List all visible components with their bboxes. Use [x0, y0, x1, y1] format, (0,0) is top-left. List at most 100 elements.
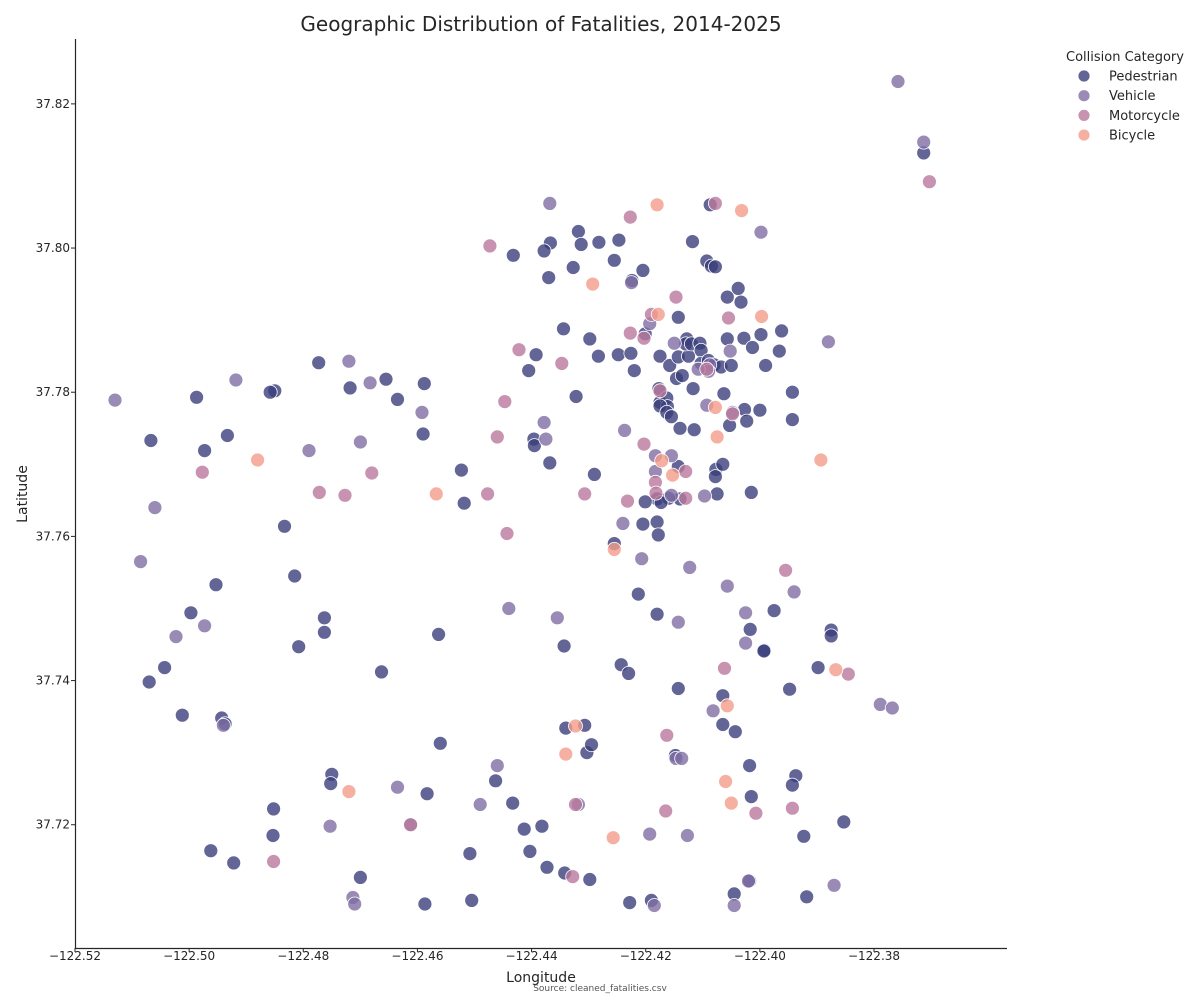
- pedestrian-point: [316, 610, 332, 626]
- vehicle-point: [147, 500, 163, 516]
- pedestrian-point: [635, 516, 651, 532]
- vehicle-point: [786, 584, 802, 600]
- y-tick-label: 37.74: [36, 674, 70, 688]
- x-tick-label: −122.50: [163, 949, 215, 963]
- pedestrian-point: [681, 348, 696, 364]
- bicycle-point: [734, 203, 749, 219]
- vehicle-point: [738, 635, 753, 651]
- pedestrian-point: [311, 355, 327, 371]
- vehicle-point: [646, 898, 662, 913]
- motorcycle-point: [708, 195, 723, 211]
- pedestrian-point: [456, 495, 472, 511]
- vehicle-point: [738, 605, 753, 621]
- y-tick-label: 37.72: [36, 818, 70, 832]
- vehicle-point: [536, 415, 552, 430]
- vehicle-point: [501, 601, 517, 616]
- vehicle-point: [682, 560, 698, 575]
- pedestrian-point: [649, 606, 665, 622]
- bicycle-point: [828, 662, 844, 678]
- motorcycle-point: [636, 330, 652, 346]
- motorcycle-point: [721, 310, 736, 326]
- pedestrian-point: [611, 232, 627, 248]
- pedestrian-point: [743, 484, 759, 500]
- bicycle-point: [813, 452, 829, 468]
- pedestrian-point: [621, 666, 636, 681]
- vehicle-point: [549, 610, 565, 626]
- pedestrian-point: [316, 624, 332, 640]
- points-layer: [107, 74, 937, 913]
- x-tick-label: −122.48: [277, 949, 329, 963]
- pedestrian-point: [528, 347, 544, 363]
- vehicle-point: [916, 134, 932, 150]
- legend: Collision Category Pedestrian Vehicle Moto…: [1066, 50, 1184, 144]
- vehicle-point: [821, 334, 836, 350]
- legend-marker-pedestrian: [1077, 69, 1091, 83]
- vehicle-point: [414, 404, 430, 420]
- pedestrian-point: [183, 605, 199, 621]
- pedestrian-point: [556, 321, 571, 337]
- vehicle-point: [670, 614, 686, 630]
- pedestrian-point: [650, 527, 666, 543]
- legend-label-motorcycle: Motorcycle: [1109, 109, 1180, 124]
- vehicle-point: [753, 224, 769, 240]
- legend-marker-motorcycle: [1077, 109, 1091, 122]
- x-tick-label: −122.40: [734, 949, 786, 963]
- pedestrian-point: [727, 724, 743, 740]
- pedestrian-point: [635, 262, 651, 278]
- pedestrian-point: [685, 381, 701, 397]
- motorcycle-point: [499, 526, 515, 541]
- motorcycle-point: [620, 493, 635, 509]
- pedestrian-point: [415, 426, 431, 442]
- pedestrian-point: [277, 518, 292, 534]
- pedestrian-point: [730, 280, 746, 296]
- pedestrian-point: [708, 259, 723, 275]
- legend-items: Pedestrian Vehicle Motorcycle Bicycle: [1077, 69, 1180, 144]
- bicycle-point: [428, 486, 444, 502]
- motorcycle-point: [652, 383, 668, 399]
- pedestrian-point: [672, 420, 688, 436]
- pedestrian-point: [685, 234, 700, 250]
- pedestrian-point: [587, 466, 602, 482]
- pedestrian-point: [431, 627, 447, 642]
- axes-layer: [74, 39, 1007, 950]
- pedestrian-point: [536, 243, 552, 259]
- pedestrian-point: [652, 348, 668, 364]
- pedestrian-point: [374, 664, 389, 680]
- pedestrian-point: [287, 568, 303, 584]
- motorcycle-point: [717, 660, 732, 676]
- pedestrian-point: [739, 413, 755, 429]
- vehicle-point: [197, 618, 213, 634]
- pedestrian-point: [352, 870, 368, 885]
- pedestrian-point: [539, 859, 555, 875]
- pedestrian-point: [771, 343, 787, 359]
- vehicle-point: [697, 488, 712, 504]
- motorcycle-point: [922, 174, 937, 190]
- y-tick-label: 37.78: [36, 385, 70, 399]
- vehicle-point: [538, 431, 554, 447]
- pedestrian-point: [174, 707, 190, 723]
- vehicle-point: [624, 275, 639, 291]
- y-axis-label: Latitude: [15, 465, 31, 523]
- series-bicycle: [250, 197, 844, 846]
- pedestrian-point: [323, 776, 339, 791]
- pedestrian-point: [462, 846, 478, 861]
- pedestrian-point: [674, 368, 690, 384]
- motorcycle-point: [622, 209, 638, 225]
- pedestrian-point: [626, 363, 642, 379]
- bicycle-point: [605, 830, 621, 846]
- legend-label-vehicle: Vehicle: [1109, 89, 1156, 104]
- pedestrian-point: [610, 347, 626, 363]
- pedestrian-point: [836, 814, 852, 830]
- pedestrian-point: [573, 236, 589, 252]
- bicycle-point: [665, 467, 680, 483]
- bicycle-point: [754, 309, 769, 324]
- motorcycle-point: [785, 800, 800, 816]
- pedestrian-point: [189, 389, 205, 405]
- pedestrian-point: [522, 844, 538, 859]
- pedestrian-point: [416, 376, 432, 392]
- pedestrian-point: [417, 896, 433, 912]
- x-tick-label: −122.52: [49, 949, 101, 963]
- x-tick-label: −122.44: [506, 949, 558, 963]
- pedestrian-point: [541, 270, 557, 286]
